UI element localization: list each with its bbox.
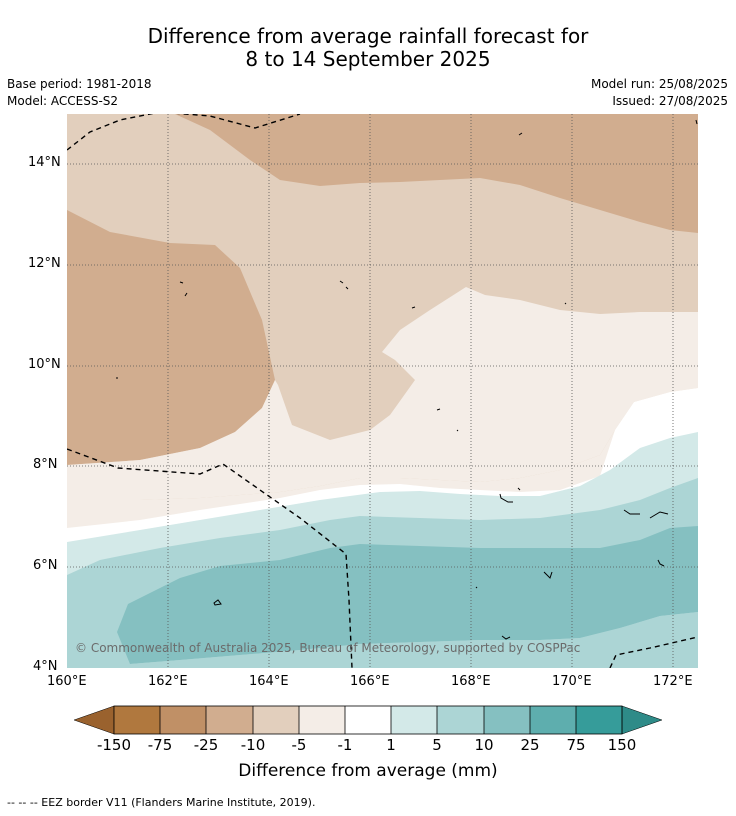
lat-label: 4°N [33,659,58,674]
base-period: Base period: 1981-2018 [7,77,152,91]
region-teal-bottom [67,612,698,668]
eez-border [67,114,698,668]
region-light [67,287,698,500]
lon-label: 162°E [148,674,188,689]
colorbar-tick: 1 [386,736,396,754]
colorbar-segment [114,706,160,734]
title-line-1: Difference from average rainfall forecas… [147,24,589,48]
colorbar-tick: 25 [520,736,540,754]
colorbar-tick: -25 [193,736,219,754]
colorbar-segment [253,706,299,734]
colorbar-tick: -75 [147,736,173,754]
issued-date: Issued: 27/08/2025 [612,94,728,108]
colorbar-tick: -10 [240,736,266,754]
region-tan-west [67,210,275,465]
colorbar-tick: -5 [291,736,307,754]
colorbar-segment [345,706,391,734]
lat-label: 10°N [28,357,61,372]
title-line-2: 8 to 14 September 2025 [245,47,491,71]
map-copyright: © Commonwealth of Australia 2025, Bureau… [75,641,581,655]
colorbar-tick: -150 [96,736,132,754]
model-run: Model run: 25/08/2025 [590,77,728,91]
colorbar-segment [391,706,437,734]
lat-label: 6°N [33,558,58,573]
colorbar-tick: 10 [474,736,494,754]
lon-label: 166°E [350,674,390,689]
colorbar-segment [530,706,576,734]
colorbar-tick: 5 [432,736,442,754]
lon-label: 172°E [653,674,693,689]
colorbar-segment [160,706,206,734]
colorbar-tick: 150 [607,736,637,754]
colorbar-tick: -1 [337,736,353,754]
colorbar-segment [484,706,530,734]
colorbar-segment [299,706,345,734]
region-tan-north [67,114,698,233]
colorbar-segment [437,706,484,734]
colorbar-extend-low [73,705,115,735]
lon-label: 170°E [552,674,592,689]
model-name: Model: ACCESS-S2 [7,94,119,108]
colorbar-extend-high [621,705,663,735]
colorbar-segment [206,706,253,734]
lat-label: 8°N [33,457,58,472]
colorbar-label: Difference from average (mm) [238,761,498,781]
eez-footnote: -- -- -- EEZ border V11 (Flanders Marine… [7,796,316,809]
lon-label: 168°E [451,674,491,689]
map-panel [67,114,698,668]
lon-label: 164°E [249,674,289,689]
lat-label: 12°N [28,256,61,271]
lon-label: 160°E [47,674,87,689]
colorbar-segment [576,706,622,734]
colorbar [73,705,663,735]
lat-label: 14°N [28,155,61,170]
grid-lines [67,114,698,668]
colorbar-tick: 75 [566,736,586,754]
region-teal-mid [117,526,698,664]
islands [116,119,698,640]
